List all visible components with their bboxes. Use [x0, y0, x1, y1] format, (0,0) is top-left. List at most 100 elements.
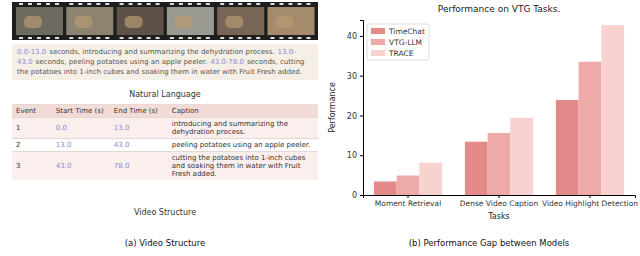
- sprocket-hole: [138, 37, 142, 39]
- sprocket-hole: [55, 37, 59, 39]
- frame-object: [125, 16, 143, 28]
- table-cell: peeling potatoes using an apple peeler.: [168, 139, 318, 152]
- sprocket-hole: [129, 3, 133, 5]
- sprocket-hole: [37, 37, 41, 39]
- legend-label: TimeChat: [388, 27, 425, 36]
- sprocket-hole: [96, 37, 100, 39]
- frame-object: [225, 16, 243, 28]
- y-tick-label: 40: [347, 32, 357, 41]
- sprocket-hole: [170, 3, 174, 5]
- table-cell: 1: [12, 118, 52, 139]
- time-span: 43.0-78.0: [210, 58, 244, 66]
- y-tick-label: 10: [347, 151, 357, 160]
- legend-label: TRACE: [388, 49, 414, 58]
- chart-title: Performance on VTG Tasks.: [438, 4, 560, 14]
- table-cell: cutting the potatoes into 1-inch cubes a…: [168, 152, 318, 181]
- y-tick: 20: [347, 112, 363, 121]
- y-tick: 40: [347, 32, 363, 41]
- video-frame: [167, 7, 214, 35]
- y-axis: 0 10 20 30 40: [347, 21, 364, 201]
- sprocket-hole: [289, 37, 293, 39]
- bar: [419, 163, 442, 195]
- bar: [397, 176, 420, 195]
- frame-strip: [12, 2, 318, 40]
- sprocket-hole: [247, 37, 251, 39]
- table-header-cell: Caption: [168, 105, 318, 118]
- sprocket-hole: [188, 37, 192, 39]
- legend-label: VTG-LLM: [389, 38, 422, 47]
- table-row: 213.043.0peeling potatoes using an apple…: [12, 139, 318, 152]
- x-tick-mark: [499, 195, 500, 198]
- y-tick-mark: [360, 36, 363, 37]
- panel-b: 0 10 20 30 40 Moment Retrieval Dense Video Cap…: [325, 0, 640, 256]
- y-tick-label: 30: [347, 72, 357, 81]
- y-tick-mark: [360, 115, 363, 116]
- x-tick-label: Moment Retrieval: [375, 199, 441, 208]
- x-tick-mark: [589, 195, 590, 198]
- sprocket-hole: [19, 37, 23, 39]
- sprocket-hole: [238, 37, 242, 39]
- table-row: 10.013.0introducing and summarizing the …: [12, 118, 318, 139]
- sprocket-hole: [138, 3, 142, 5]
- video-frame: [66, 7, 113, 35]
- sprocket-hole: [46, 3, 50, 5]
- y-tick: 30: [347, 72, 363, 81]
- frame-object: [276, 16, 294, 28]
- sprocket-hole: [120, 37, 124, 39]
- sprocket-hole: [120, 3, 124, 5]
- sprocket-hole: [69, 3, 73, 5]
- bar: [579, 62, 602, 195]
- sprocket-hole: [229, 3, 233, 5]
- sprocket-hole: [197, 3, 201, 5]
- sprocket-hole: [147, 37, 151, 39]
- sprocket-hole: [19, 3, 23, 5]
- bar: [556, 100, 579, 195]
- sprocket-hole: [147, 3, 151, 5]
- sprocket-hole: [105, 3, 109, 5]
- y-tick-label: 0: [352, 191, 357, 200]
- caption: (a) Video Structure: [12, 238, 318, 248]
- sprocket-hole: [220, 3, 224, 5]
- sprocket-hole: [129, 37, 133, 39]
- sprocket-hole: [28, 3, 32, 5]
- sprocket-hole: [220, 37, 224, 39]
- sprocket-hole: [179, 37, 183, 39]
- segment-text: seconds, peeling potatoes using an apple…: [36, 58, 208, 66]
- sprocket-hole: [271, 3, 275, 5]
- sprocket-hole: [271, 37, 275, 39]
- legend-swatch: [371, 28, 385, 34]
- bar: [601, 25, 624, 195]
- table-cell: 0.0: [52, 118, 110, 139]
- sprocket-hole: [78, 3, 82, 5]
- x-tick-mark: [408, 195, 409, 198]
- y-tick-mark: [360, 195, 363, 196]
- table-cell: 2: [12, 139, 52, 152]
- table-row: 343.078.0cutting the potatoes into 1-inc…: [12, 152, 318, 181]
- sprocket-hole: [179, 3, 183, 5]
- sprocket-hole: [156, 3, 160, 5]
- frame-object: [74, 16, 92, 28]
- x-tick: Dense Video Caption: [460, 195, 539, 208]
- legend-box: [367, 24, 429, 60]
- natural-language-text: 0.0-13.0seconds, introducing and summari…: [12, 44, 318, 80]
- y-tick-mark: [360, 155, 363, 156]
- sprocket-hole: [298, 37, 302, 39]
- x-tick: Moment Retrieval: [375, 195, 441, 208]
- y-tick: 10: [347, 151, 363, 160]
- table-header-cell: End Time (s): [110, 105, 168, 118]
- sprocket-hole: [188, 3, 192, 5]
- sprocket-hole: [105, 37, 109, 39]
- sprocket-hole: [307, 3, 311, 5]
- video-frame: [217, 7, 264, 35]
- x-axis: Moment RetrievalDense Video CaptionVideo…: [364, 195, 639, 208]
- structure-table: EventStart Time (s)End Time (s)Caption10…: [12, 104, 318, 180]
- table-cell: introducing and summarizing the dehydrat…: [168, 118, 318, 139]
- table-cell: 78.0: [110, 152, 168, 181]
- bars: [374, 25, 624, 195]
- sprocket-hole: [96, 3, 100, 5]
- panel-a: 0.0-13.0seconds, introducing and summari…: [0, 0, 325, 256]
- legend-swatch: [371, 50, 385, 56]
- sprocket-hole: [78, 37, 82, 39]
- bar: [510, 118, 533, 195]
- natural-language-label: Natural Language: [12, 90, 318, 99]
